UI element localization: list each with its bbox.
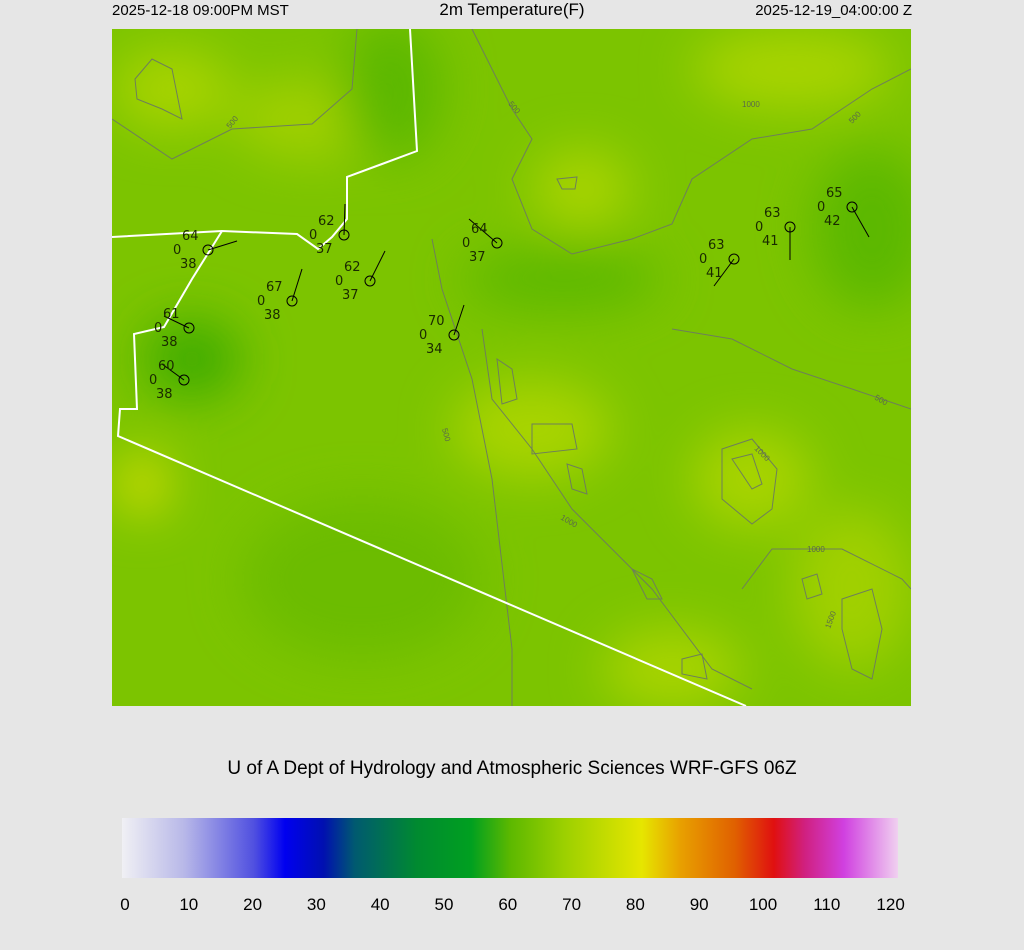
colorbar-tick-label: 70 xyxy=(562,895,582,914)
station-mid: 0 xyxy=(149,373,157,388)
station-dew: 38 xyxy=(156,387,173,402)
station-mid: 0 xyxy=(173,243,181,258)
station-dew: 37 xyxy=(342,288,359,303)
station-temp: 63 xyxy=(708,238,725,253)
contour-label: 1000 xyxy=(742,100,760,109)
station-temp: 60 xyxy=(158,359,175,374)
colorbar-tick-label: 50 xyxy=(434,895,454,914)
station-mid: 0 xyxy=(817,200,825,215)
wind-barb-icon xyxy=(851,206,870,238)
station-temp: 65 xyxy=(826,186,843,201)
station-mid: 0 xyxy=(335,274,343,289)
station-plots: 6403862037620376703861038600386403770034… xyxy=(149,186,870,402)
state-borders xyxy=(112,29,747,706)
station-mid: 0 xyxy=(755,220,763,235)
station-temp: 61 xyxy=(163,307,180,322)
station-dew: 34 xyxy=(426,342,443,357)
colorbar-tick-label: 110 xyxy=(813,895,841,914)
wind-barb-icon xyxy=(369,250,386,282)
colorbar-tick-label: 60 xyxy=(498,895,518,914)
station-temp: 62 xyxy=(344,260,361,275)
colorbar-tick-label: 20 xyxy=(243,895,263,914)
station-dew: 42 xyxy=(824,214,841,229)
wind-barb-icon xyxy=(453,304,465,336)
station-circle-icon xyxy=(846,201,858,213)
map-title: 2m Temperature(F) xyxy=(439,0,585,19)
contour-label: 500 xyxy=(440,427,452,443)
station-circle-icon xyxy=(448,329,460,341)
station-dew: 41 xyxy=(706,266,723,281)
wind-barb-icon xyxy=(163,315,190,329)
wind-barb-icon xyxy=(713,258,735,287)
station-temp: 62 xyxy=(318,214,335,229)
wind-barb-icon xyxy=(207,240,238,251)
station-mid: 0 xyxy=(309,228,317,243)
contour-label: 1000 xyxy=(807,545,825,554)
colorbar-tick-label: 100 xyxy=(748,895,778,914)
wind-barb-icon xyxy=(161,363,185,381)
station-dew: 38 xyxy=(180,257,197,272)
station-temp: 63 xyxy=(764,206,781,221)
station-dew: 41 xyxy=(762,234,779,249)
station-circle-icon xyxy=(286,295,298,307)
colorbar-tick-label: 30 xyxy=(306,895,326,914)
colorbar-tick-label: 80 xyxy=(625,895,645,914)
station-circle-icon xyxy=(183,322,195,334)
station-mid: 0 xyxy=(257,294,265,309)
station-circle-icon xyxy=(491,237,503,249)
colorbar-tick-label: 120 xyxy=(876,895,905,914)
station-temp: 70 xyxy=(428,314,445,329)
station-dew: 37 xyxy=(316,242,333,257)
station-circle-icon xyxy=(364,275,376,287)
wind-barb-icon xyxy=(468,218,498,244)
station-mid: 0 xyxy=(462,236,470,251)
station-temp: 64 xyxy=(471,222,488,237)
colorbar-tick-label: 10 xyxy=(179,895,199,914)
station-circle-icon xyxy=(178,374,190,386)
station-circle-icon xyxy=(202,244,214,256)
temperature-colorbar xyxy=(122,818,898,878)
station-circle-icon xyxy=(728,253,740,265)
temperature-map: 500 1000 500 500 1000 1000 1000 1500 500… xyxy=(112,29,911,706)
local-time: 2025-12-18 09:00PM MST xyxy=(112,2,289,19)
colorbar-tick-label: 90 xyxy=(689,895,709,914)
station-dew: 38 xyxy=(264,308,281,323)
station-temp: 67 xyxy=(266,280,283,295)
colorbar-tick-label: 0 xyxy=(120,895,130,914)
credit-line: U of A Dept of Hydrology and Atmospheric… xyxy=(227,758,797,779)
station-dew: 38 xyxy=(161,335,178,350)
station-temp: 64 xyxy=(182,229,199,244)
temperature-field xyxy=(112,29,911,706)
colorbar-tick-label: 40 xyxy=(370,895,390,914)
station-mid: 0 xyxy=(419,328,427,343)
wind-barb-icon xyxy=(291,268,303,302)
elevation-contours xyxy=(112,29,911,706)
station-mid: 0 xyxy=(154,321,162,336)
station-mid: 0 xyxy=(699,252,707,267)
wind-barb-icon xyxy=(343,203,346,236)
valid-time: 2025-12-19_04:00:00 Z xyxy=(755,2,912,19)
station-dew: 37 xyxy=(469,250,486,265)
